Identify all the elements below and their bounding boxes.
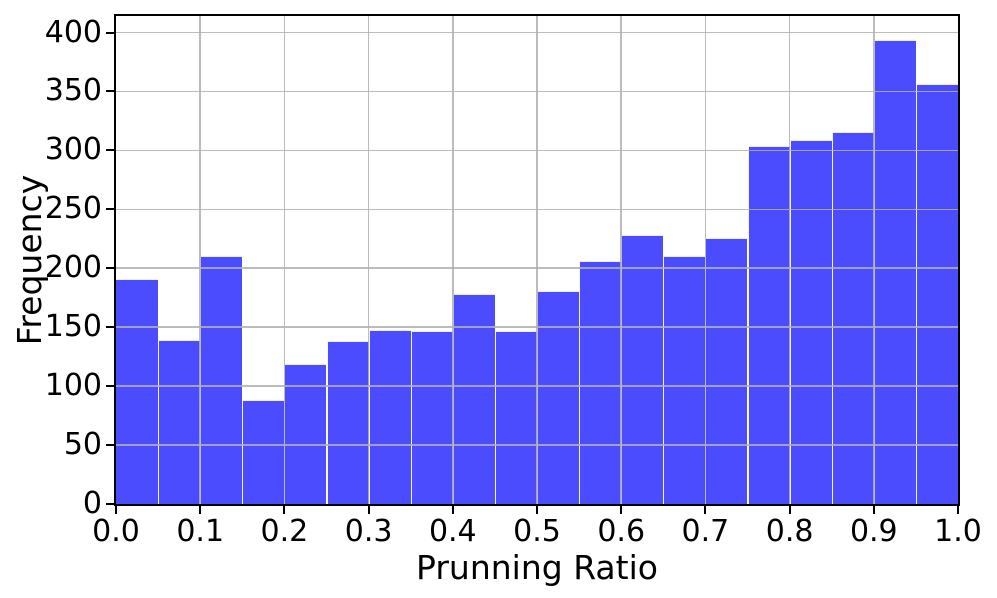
y-tick-mark [106, 149, 114, 152]
x-tick-mark [199, 506, 202, 514]
x-axis-label: Prunning Ratio [416, 548, 658, 587]
y-tick-label: 100 [44, 368, 102, 404]
x-tick-mark [115, 506, 117, 514]
x-tick-label: 0.7 [681, 514, 730, 549]
x-tick-label: 0.4 [428, 514, 477, 549]
y-tick-mark [106, 385, 114, 388]
y-tick-mark [106, 90, 114, 93]
x-tick-mark [704, 506, 707, 514]
y-tick-mark [106, 444, 114, 447]
x-tick-label: 0.9 [849, 514, 898, 549]
x-tick-label: 0.3 [344, 514, 393, 549]
bars-layer [116, 16, 958, 504]
x-tick-mark [283, 506, 286, 514]
y-tick-label: 0 [82, 486, 102, 521]
y-tick-mark [106, 267, 114, 270]
histogram-bar [158, 340, 201, 504]
y-tick-label: 150 [44, 309, 102, 345]
x-tick-label: 0.2 [260, 514, 309, 549]
gridline-vertical [788, 16, 791, 504]
histogram-bar [326, 341, 369, 504]
gridline-vertical [873, 16, 875, 504]
gridline-vertical [536, 16, 538, 504]
y-tick-mark [106, 31, 114, 34]
histogram-bar [242, 400, 285, 504]
gridline-vertical [452, 16, 454, 504]
gridline-vertical [367, 16, 370, 504]
x-tick-label: 0.1 [176, 514, 225, 549]
histogram-bar [831, 131, 874, 504]
gridline-vertical [620, 16, 622, 504]
histogram-bar [410, 330, 453, 504]
histogram-bar [621, 235, 664, 504]
ticks-layer: 0.0 0.1 0.2 0.3 0.4 0.5 0.6 0.7 0.8 0.9 1.0 0 50 100 1… [45, 15, 982, 549]
y-tick-label: 50 [63, 427, 102, 463]
x-tick-label: 0.0 [92, 514, 140, 549]
y-tick-label: 250 [44, 191, 102, 227]
plot-area: 0.0 0.1 0.2 0.3 0.4 0.5 0.6 0.7 0.8 0.9 1.0 0 50 100 1… [45, 14, 982, 549]
x-tick-mark [788, 506, 791, 514]
x-tick-label: 0.6 [597, 514, 646, 549]
y-tick-label: 350 [44, 73, 102, 109]
x-tick-mark [451, 506, 454, 514]
x-tick-mark [872, 506, 875, 514]
histogram-bar [705, 237, 748, 504]
x-tick-label: 0.8 [765, 514, 814, 549]
y-tick-label: 400 [44, 14, 102, 50]
gridline-vertical [199, 16, 201, 504]
grid-layer [116, 16, 958, 504]
histogram-bar [116, 278, 159, 504]
x-tick-label: 0.5 [513, 514, 561, 549]
histogram-bar [200, 256, 243, 504]
histogram-bar [284, 363, 327, 504]
histogram-bar [579, 261, 622, 504]
gridline-vertical [704, 16, 707, 504]
y-tick-label: 200 [44, 250, 102, 286]
histogram-bar [663, 256, 706, 504]
histogram-bar [537, 290, 580, 504]
x-tick-mark [367, 506, 370, 514]
x-tick-mark [536, 506, 538, 514]
histogram-bar [494, 330, 537, 504]
y-tick-mark [106, 208, 114, 211]
y-tick-mark [106, 326, 114, 329]
histogram-bar [915, 84, 958, 504]
histogram-bar [789, 139, 832, 504]
y-tick-mark [106, 503, 114, 505]
x-tick-mark [620, 506, 623, 514]
y-tick-label: 300 [44, 132, 102, 168]
gridline-vertical [283, 16, 286, 504]
x-tick-label: 1.0 [934, 514, 982, 549]
x-tick-mark [957, 506, 959, 514]
